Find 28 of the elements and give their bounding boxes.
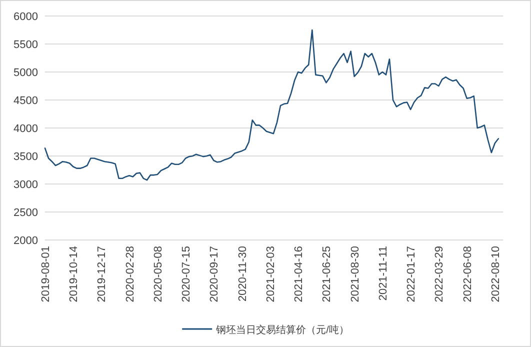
line-series (44, 29, 500, 181)
y-tick-label: 2000 (14, 235, 38, 247)
x-tick-label: 2021-04-16 (293, 246, 306, 302)
x-tick-label: 2019-10-14 (68, 246, 80, 302)
x-tick-label: 2021-06-25 (321, 246, 334, 302)
y-tick-label: 2500 (14, 207, 38, 219)
y-tick-label: 5000 (14, 67, 38, 79)
x-tick-label: 2019-08-01 (40, 246, 52, 302)
x-tick-label: 2020-07-15 (180, 246, 193, 302)
y-tick-label: 4000 (14, 123, 38, 135)
x-tick-label: 2021-02-03 (264, 246, 277, 302)
x-tick-label: 2020-02-28 (124, 246, 136, 302)
y-tick-label: 3500 (14, 151, 38, 163)
x-tick-label: 2020-11-30 (236, 246, 249, 302)
y-tick-label: 5500 (14, 39, 38, 51)
x-tick-label: 2021-08-30 (349, 246, 362, 302)
y-tick-label: 3000 (14, 179, 38, 191)
x-tick-label: 2021-11-11 (377, 246, 390, 301)
x-tick-label: 2022-08-10 (490, 246, 502, 302)
y-tick-label: 4500 (14, 95, 38, 107)
x-tick-label: 2022-03-29 (434, 246, 446, 302)
x-tick-label: 2022-01-17 (406, 246, 418, 302)
x-tick-label: 2020-09-17 (208, 246, 221, 302)
legend-label: 钢坯当日交易结算价（元/吨） (215, 324, 349, 336)
x-tick-label: 2019-12-17 (96, 246, 108, 302)
x-tick-label: 2020-05-08 (152, 246, 164, 302)
y-tick-label: 6000 (14, 11, 38, 23)
x-tick-label: 2022-06-08 (462, 246, 474, 302)
